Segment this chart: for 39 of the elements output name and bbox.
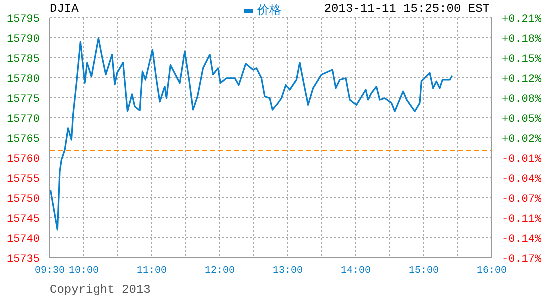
- y-tick-label: 15775: [6, 94, 40, 106]
- legend-label: 价格: [258, 3, 282, 19]
- y-tick-label: 15735: [6, 254, 40, 266]
- chart-title: DJIA: [50, 2, 79, 16]
- x-tick-label: 10:00: [68, 266, 100, 278]
- x-tick-label: 14:00: [340, 266, 372, 278]
- y-tick-label: 15795: [6, 14, 40, 26]
- y2-tick-label: +0.02%: [502, 134, 542, 146]
- y2-tick-label: -0.11%: [502, 214, 542, 226]
- x-tick-label: 16:00: [476, 266, 508, 278]
- y-tick-label: 15750: [6, 194, 40, 206]
- y2-tick-label: +0.21%: [502, 14, 542, 26]
- y2-tick-label: -0.17%: [502, 254, 542, 266]
- x-tick-label: 09:30: [34, 266, 66, 278]
- line-series: [50, 38, 454, 231]
- y-tick-label: 15790: [6, 34, 40, 46]
- y-tick-label: 15765: [6, 134, 40, 146]
- y2-tick-label: -0.01%: [502, 154, 542, 166]
- x-tick-label: 13:00: [272, 266, 304, 278]
- y-tick-label: 15760: [6, 154, 40, 166]
- y2-tick-label: +0.12%: [502, 74, 542, 86]
- y2-tick-label: +0.05%: [502, 114, 542, 126]
- y2-tick-label: +0.08%: [502, 94, 542, 106]
- y-tick-label: 15785: [6, 54, 40, 66]
- text: 2013-11-11 15:25:00 EST: [324, 2, 490, 16]
- text: Copyright 2013: [50, 283, 151, 297]
- y-tick-label: 15780: [6, 74, 40, 86]
- y2-tick-label: +0.15%: [502, 54, 542, 66]
- y-tick-label: 15745: [6, 214, 40, 226]
- x-tick-label: 15:00: [408, 266, 440, 278]
- y2-tick-label: -0.07%: [502, 194, 542, 206]
- x-tick-label: 12:00: [204, 266, 236, 278]
- y-tick-label: 15755: [6, 174, 40, 186]
- y2-tick-label: -0.04%: [502, 174, 542, 186]
- y2-tick-label: -0.14%: [502, 234, 542, 246]
- x-tick-label: 11:00: [136, 266, 168, 278]
- y-tick-label: 15740: [6, 234, 40, 246]
- y-tick-label: 15770: [6, 114, 40, 126]
- y2-tick-label: +0.18%: [502, 34, 542, 46]
